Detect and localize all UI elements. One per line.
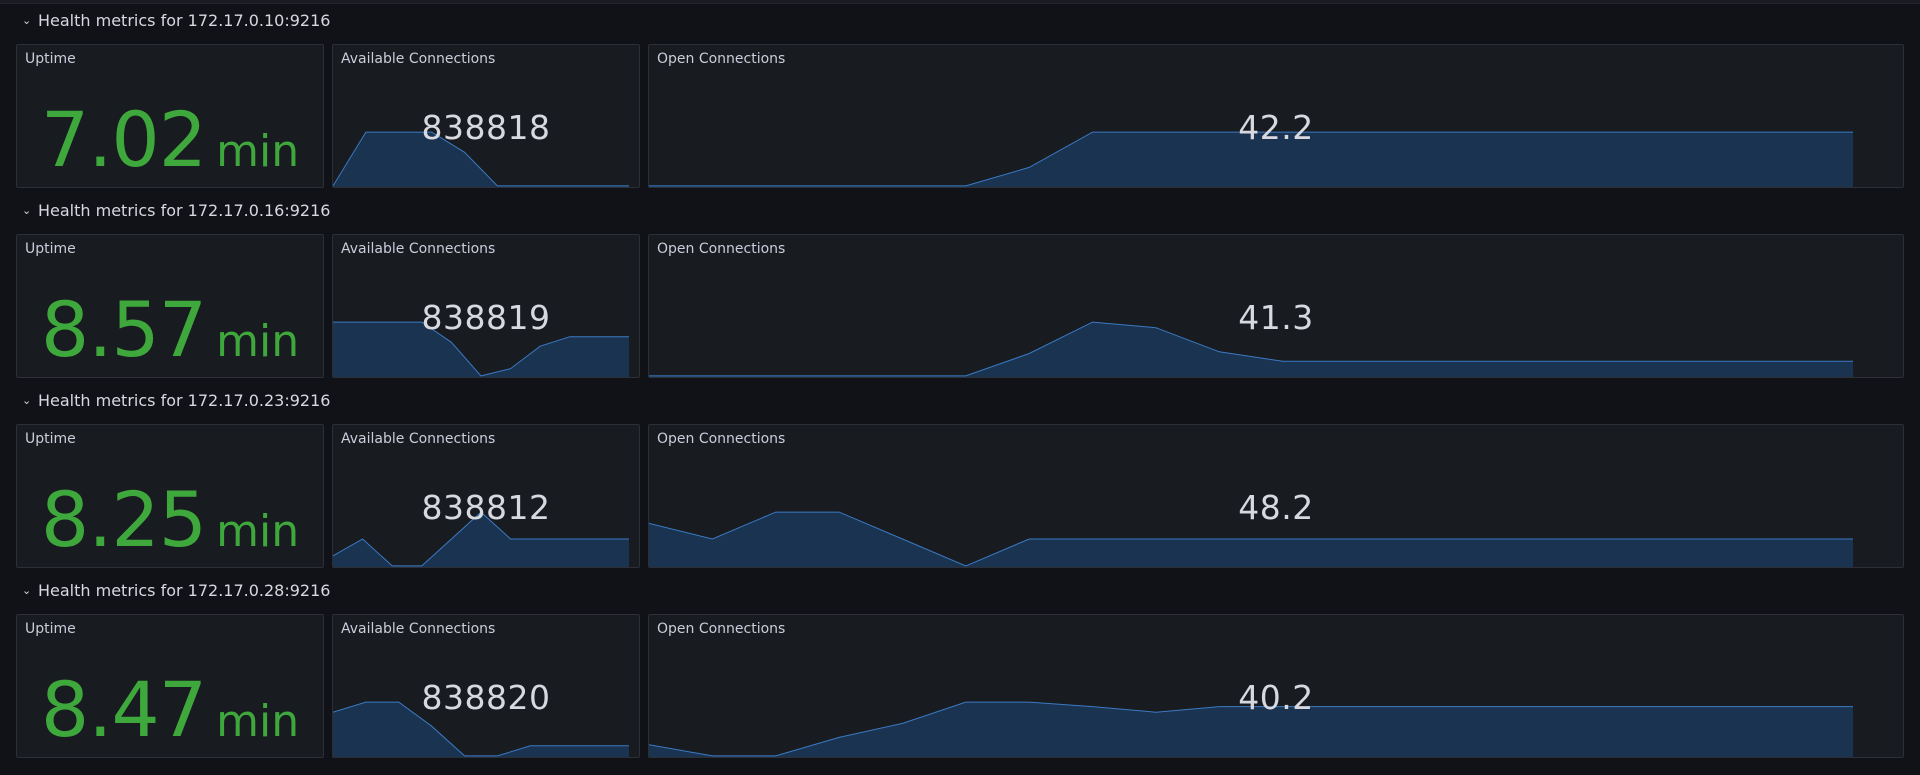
chevron-down-icon: ⌄ (22, 13, 32, 27)
sparkline-area (649, 512, 1853, 567)
row-title: Health metrics for 172.17.0.16:9216 (38, 200, 331, 220)
row-header-2[interactable]: ⌄ Health metrics for 172.17.0.23:9216 (22, 388, 330, 412)
uptime-value: 8.57 min (40, 285, 300, 374)
sparkline-area (649, 322, 1853, 377)
panel-title: Available Connections (341, 621, 496, 637)
row-title: Health metrics for 172.17.0.28:9216 (38, 580, 331, 600)
uptime-panel[interactable]: Uptime 8.47 min (16, 614, 324, 758)
uptime-value: 7.02 min (40, 95, 300, 184)
open-connections-panel[interactable]: Open Connections 41.3 (648, 234, 1904, 378)
chevron-down-icon: ⌄ (22, 393, 32, 407)
sparkline-line (333, 321, 629, 377)
sparkline-area (333, 702, 629, 757)
sparkline-area (333, 322, 629, 377)
row-header-1[interactable]: ⌄ Health metrics for 172.17.0.16:9216 (22, 198, 330, 222)
chevron-down-icon: ⌄ (22, 203, 32, 217)
chevron-down-icon: ⌄ (22, 583, 32, 597)
open-connections-panel[interactable]: Open Connections 48.2 (648, 424, 1904, 568)
sparkline-line (649, 131, 1853, 187)
open-connections-sparkline (649, 701, 1853, 757)
panel-title: Uptime (25, 431, 76, 447)
available-connections-panel[interactable]: Available Connections 838819 (332, 234, 640, 378)
sparkline-line (649, 511, 1853, 567)
sparkline-area (649, 702, 1853, 757)
panel-title: Available Connections (341, 431, 496, 447)
sparkline-area (649, 132, 1853, 187)
row-title: Health metrics for 172.17.0.23:9216 (38, 390, 331, 410)
sparkline-line (649, 321, 1853, 377)
uptime-panel[interactable]: Uptime 8.25 min (16, 424, 324, 568)
available-connections-sparkline (333, 701, 629, 757)
panel-title: Uptime (25, 621, 76, 637)
panel-title: Available Connections (341, 51, 496, 67)
open-connections-sparkline (649, 321, 1853, 377)
uptime-value: 8.47 min (40, 665, 300, 754)
row-header-0[interactable]: ⌄ Health metrics for 172.17.0.10:9216 (22, 8, 330, 32)
uptime-panel[interactable]: Uptime 7.02 min (16, 44, 324, 188)
row-header-3[interactable]: ⌄ Health metrics for 172.17.0.28:9216 (22, 578, 330, 602)
panel-title: Open Connections (657, 431, 786, 447)
sparkline-area (333, 512, 629, 567)
sparkline-line (333, 511, 629, 567)
available-connections-panel[interactable]: Available Connections 838820 (332, 614, 640, 758)
panel-title: Open Connections (657, 241, 786, 257)
uptime-value: 8.25 min (40, 475, 300, 564)
open-connections-sparkline (649, 131, 1853, 187)
sparkline-line (333, 701, 629, 757)
available-connections-panel[interactable]: Available Connections 838812 (332, 424, 640, 568)
open-connections-panel[interactable]: Open Connections 42.2 (648, 44, 1904, 188)
sparkline-area (333, 132, 629, 187)
panel-title: Open Connections (657, 621, 786, 637)
available-connections-sparkline (333, 511, 629, 567)
available-connections-panel[interactable]: Available Connections 838818 (332, 44, 640, 188)
available-connections-sparkline (333, 131, 629, 187)
panel-title: Available Connections (341, 241, 496, 257)
sparkline-line (333, 131, 629, 187)
available-connections-sparkline (333, 321, 629, 377)
panel-title: Open Connections (657, 51, 786, 67)
uptime-panel[interactable]: Uptime 8.57 min (16, 234, 324, 378)
top-bar-edge (0, 0, 1920, 4)
open-connections-sparkline (649, 511, 1853, 567)
panel-title: Uptime (25, 51, 76, 67)
open-connections-panel[interactable]: Open Connections 40.2 (648, 614, 1904, 758)
sparkline-line (649, 701, 1853, 757)
row-title: Health metrics for 172.17.0.10:9216 (38, 10, 331, 30)
panel-title: Uptime (25, 241, 76, 257)
